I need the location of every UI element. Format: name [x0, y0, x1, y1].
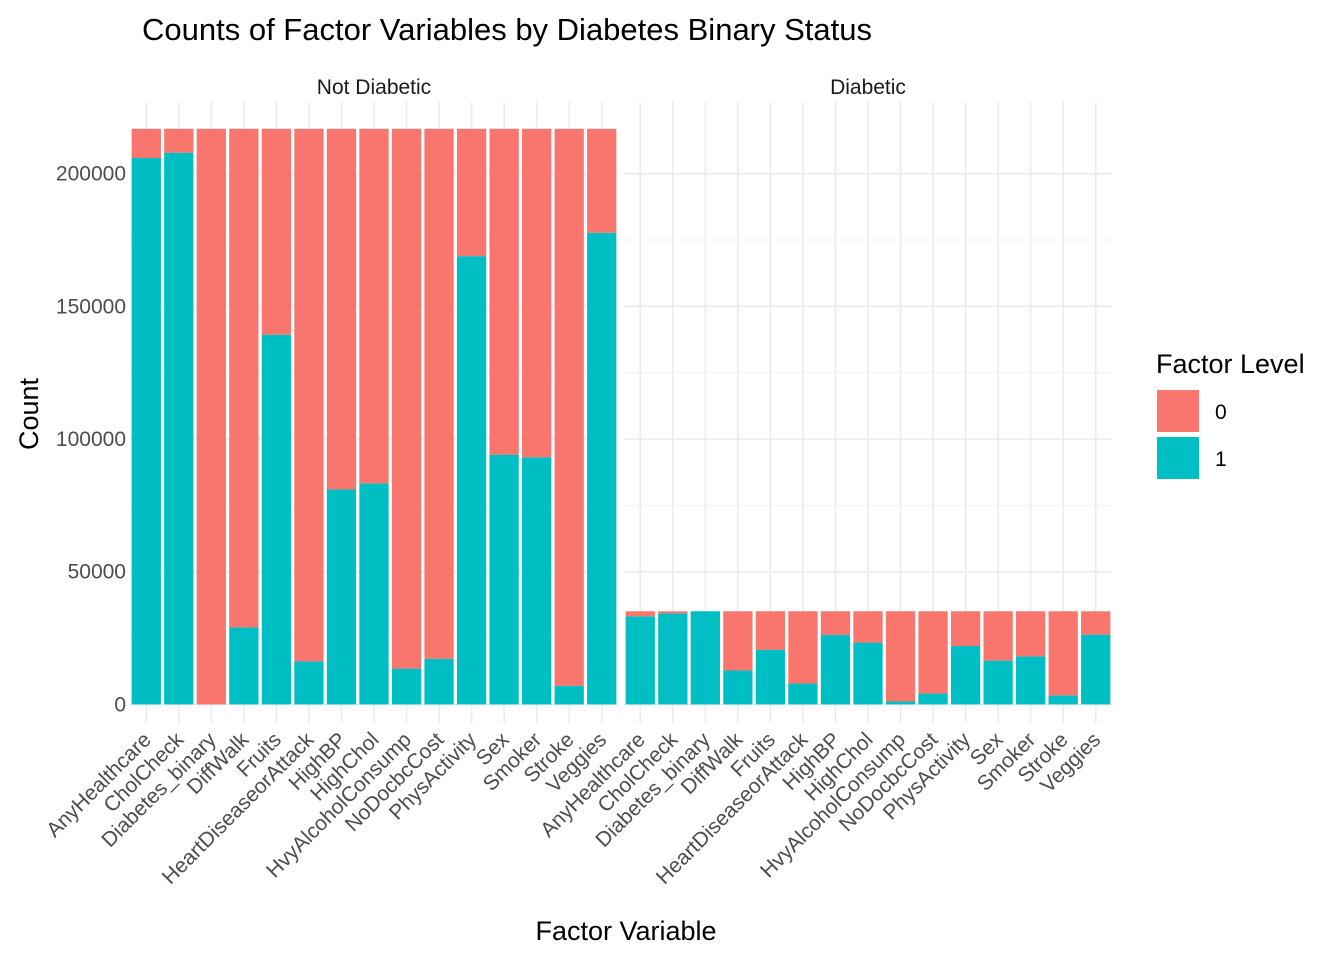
facet-strip-label: Diabetic	[830, 76, 906, 99]
bar-segment-level-1	[1048, 695, 1078, 705]
legend-title: Factor Level	[1156, 349, 1305, 379]
facet-panel-1: Not DiabeticAnyHealthcareCholCheckDiabet…	[42, 76, 618, 889]
bar-segment-level-1	[522, 457, 552, 705]
bar-segment-level-1	[950, 646, 981, 705]
bar-segment-level-0	[359, 128, 389, 484]
bar-segment-level-1	[229, 627, 259, 705]
bar-segment-level-0	[164, 128, 194, 153]
legend-key-1	[1157, 437, 1199, 479]
facet-panel-2: DiabeticAnyHealthcareCholCheckDiabetes_b…	[536, 76, 1112, 889]
y-axis-title: Count	[14, 377, 44, 450]
bar-segment-level-0	[885, 611, 916, 702]
bar-segment-level-0	[950, 611, 981, 647]
bar-segment-level-1	[723, 670, 753, 705]
bar-segment-level-0	[587, 128, 617, 233]
bar-segment-level-0	[229, 128, 259, 628]
bar-segment-level-0	[424, 128, 454, 659]
bar-segment-level-1	[294, 661, 324, 705]
bar-segment-level-0	[554, 128, 584, 686]
bar-segment-level-0	[723, 611, 753, 671]
bar-segment-level-0	[489, 128, 519, 455]
bar-segment-level-0	[261, 128, 292, 335]
y-tick-label: 150000	[56, 295, 126, 318]
bar-segment-level-1	[261, 334, 292, 705]
bar-segment-level-1	[489, 454, 519, 705]
bar-segment-level-1	[587, 232, 617, 705]
bar-segment-level-0	[625, 611, 655, 617]
bar-segment-level-1	[326, 489, 357, 705]
bar-segment-level-1	[391, 668, 422, 705]
bar-segment-level-1	[853, 642, 883, 705]
bar-segment-level-1	[820, 634, 851, 705]
bar-segment-level-1	[131, 157, 161, 705]
y-tick-label: 0	[114, 693, 126, 716]
x-axis-title: Factor Variable	[535, 916, 716, 946]
bar-segment-level-0	[391, 128, 422, 669]
bar-segment-level-0	[456, 128, 487, 257]
y-axis-ticks: 0 50000 100000 150000 200000	[56, 163, 126, 717]
bar-segment-level-1	[755, 649, 786, 705]
chart-title: Counts of Factor Variables by Diabetes B…	[142, 12, 872, 47]
bar-segment-level-0	[1048, 611, 1078, 696]
facet-panels: Not DiabeticAnyHealthcareCholCheckDiabet…	[42, 76, 1112, 889]
bar-segment-level-0	[918, 611, 948, 694]
bar-segment-level-0	[326, 128, 357, 490]
bar-segment-level-0	[788, 611, 818, 684]
bar-segment-level-1	[983, 660, 1013, 705]
bar-segment-level-0	[131, 128, 161, 158]
bar-segment-level-1	[1081, 634, 1111, 705]
y-tick-label: 200000	[56, 163, 126, 186]
bar-segment-level-1	[456, 256, 487, 705]
bar-segment-level-1	[658, 613, 688, 705]
bar-segment-level-0	[658, 611, 688, 614]
legend-key-0	[1157, 390, 1199, 432]
bar-segment-level-0	[755, 611, 786, 650]
bar-segment-level-1	[885, 701, 916, 705]
bar-segment-level-1	[359, 483, 389, 705]
bar-segment-level-1	[554, 685, 584, 705]
bar-segment-level-1	[690, 611, 720, 705]
facet-strip-label: Not Diabetic	[317, 76, 431, 99]
bar-segment-level-1	[788, 683, 818, 705]
bar-segment-level-0	[853, 611, 883, 643]
bar-segment-level-0	[1016, 611, 1046, 657]
bar-segment-level-0	[196, 128, 226, 705]
bar-segment-level-0	[820, 611, 851, 635]
y-tick-label: 100000	[56, 428, 126, 451]
bar-segment-level-0	[1081, 611, 1111, 635]
bar-segment-level-0	[522, 128, 552, 458]
bar-segment-level-0	[294, 128, 324, 662]
bar-segment-level-1	[164, 152, 194, 705]
bar-segment-level-1	[918, 693, 948, 705]
bar-segment-level-0	[983, 611, 1013, 661]
legend-label-1: 1	[1215, 448, 1227, 471]
legend: Factor Level 0 1	[1156, 349, 1305, 479]
bar-segment-level-1	[424, 658, 454, 705]
bar-segment-level-1	[1016, 656, 1046, 705]
y-tick-label: 50000	[68, 561, 126, 584]
legend-label-0: 0	[1215, 401, 1227, 424]
bar-segment-level-1	[625, 616, 655, 705]
